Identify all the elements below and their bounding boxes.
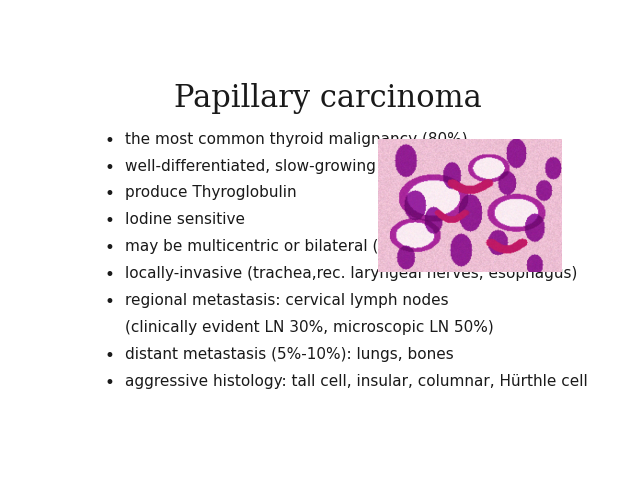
Text: may be multicentric or bilateral (up to 50%): may be multicentric or bilateral (up to … [125,240,462,254]
Text: produce Thyroglobulin: produce Thyroglobulin [125,185,296,201]
Text: regional metastasis: cervical lymph nodes: regional metastasis: cervical lymph node… [125,293,448,309]
Text: (clinically evident LN 30%, microscopic LN 50%): (clinically evident LN 30%, microscopic … [125,320,493,336]
Text: •: • [105,374,115,392]
Text: •: • [105,266,115,285]
Text: distant metastasis (5%-10%): lungs, bones: distant metastasis (5%-10%): lungs, bone… [125,348,453,362]
Text: Iodine sensitive: Iodine sensitive [125,213,244,228]
Text: •: • [105,185,115,204]
Text: well-differentiated, slow-growing: well-differentiated, slow-growing [125,158,376,173]
Text: locally-invasive (trachea,rec. laryngeal nerves, esophagus): locally-invasive (trachea,rec. laryngeal… [125,266,577,281]
Text: the most common thyroid malignancy (80%): the most common thyroid malignancy (80%) [125,132,467,146]
Text: aggressive histology: tall cell, insular, columnar, Hürthle cell: aggressive histology: tall cell, insular… [125,374,588,389]
Text: •: • [105,348,115,365]
Text: Papillary carcinoma: Papillary carcinoma [174,84,482,114]
Text: •: • [105,132,115,150]
Text: •: • [105,158,115,177]
Text: •: • [105,213,115,230]
Text: •: • [105,240,115,257]
Text: •: • [105,293,115,312]
